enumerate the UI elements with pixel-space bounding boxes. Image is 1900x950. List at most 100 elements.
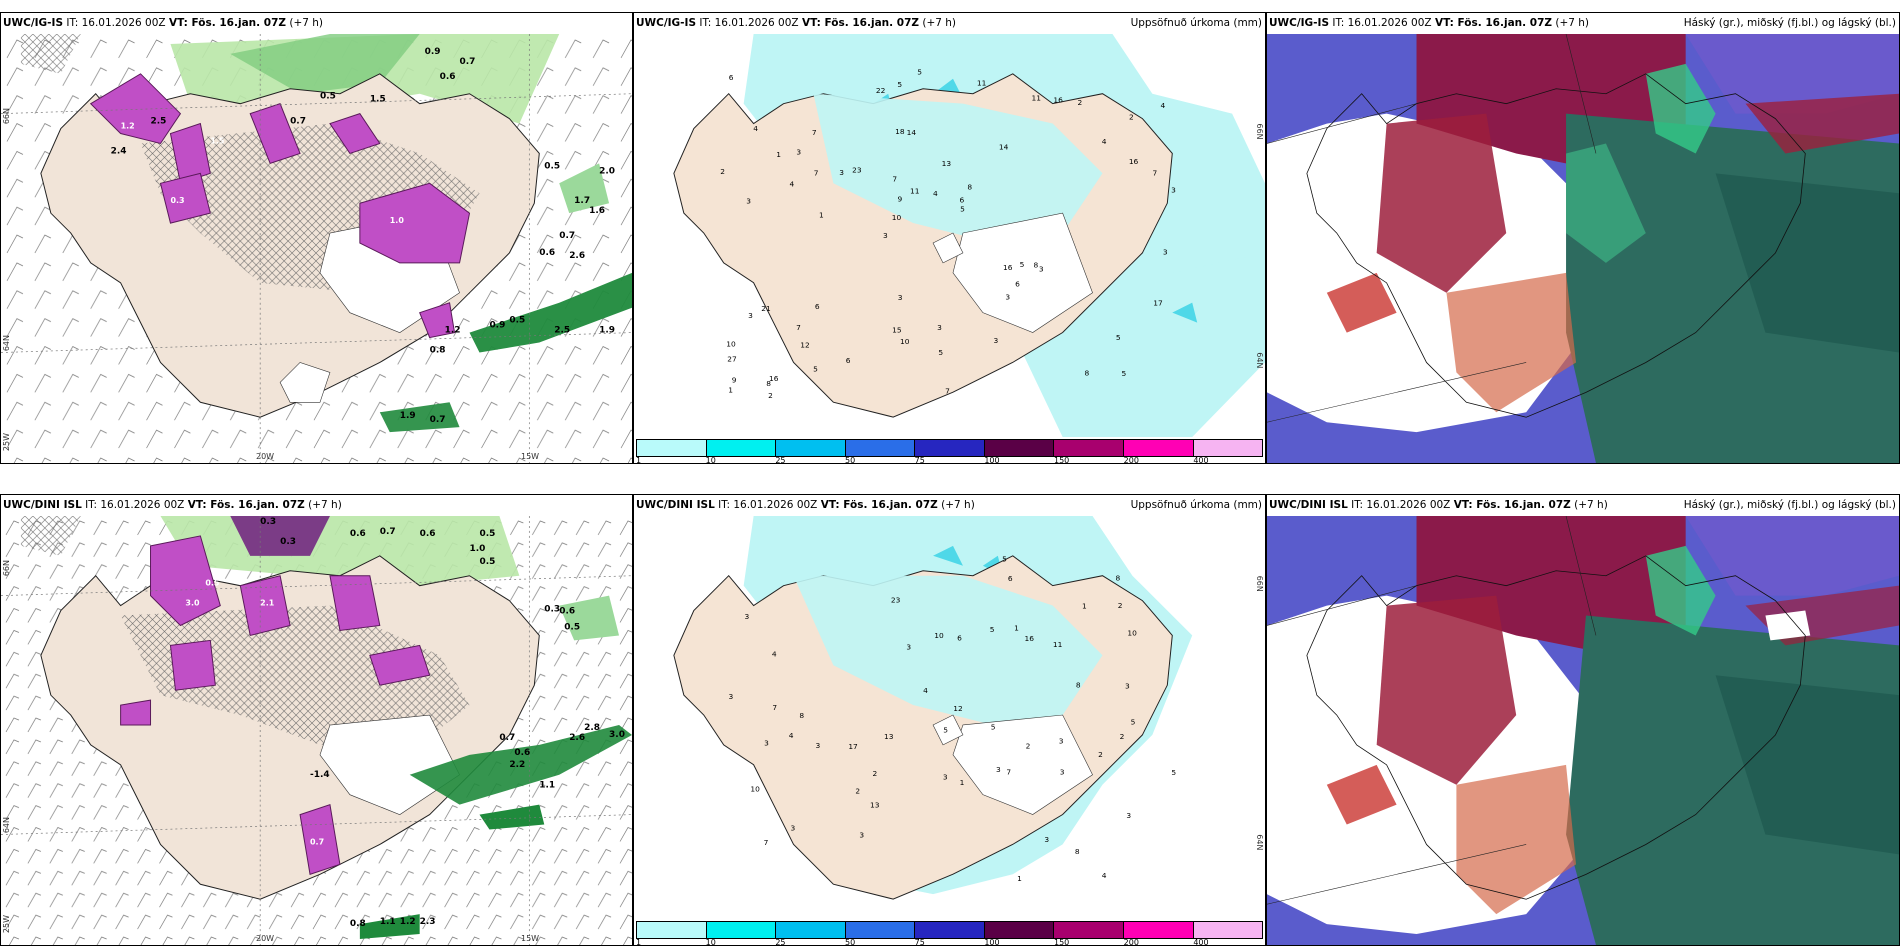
precip-value-label: 5 xyxy=(1121,369,1126,378)
precip-value-label: 4 xyxy=(789,731,794,740)
precip-value-label: 6 xyxy=(1008,574,1013,583)
precip-value-label: 3 xyxy=(1163,248,1168,257)
svg-text:0.7: 0.7 xyxy=(499,733,515,743)
precip-value-label: 17 xyxy=(1153,299,1163,308)
legend-ticks: 1 10 25 50 75 100 150 200 400 xyxy=(636,456,1263,464)
lon-label-15w: 15W xyxy=(521,452,540,461)
lon-label-20w: 20W xyxy=(256,452,275,461)
svg-text:2.3: 2.3 xyxy=(420,917,436,927)
precip-value-label: 18 xyxy=(895,127,905,136)
precip-value-label: 3 xyxy=(943,772,948,781)
precip-value-label: 3 xyxy=(898,293,903,302)
svg-text:2.6: 2.6 xyxy=(569,251,585,261)
precip-value-label: 4 xyxy=(1102,137,1107,146)
precip-value-label: 3 xyxy=(1039,265,1044,274)
precip-value-label: 1 xyxy=(776,150,781,159)
svg-text:0.5: 0.5 xyxy=(320,92,336,102)
precip-value-label: 6 xyxy=(815,302,820,311)
precip-value-label: 3 xyxy=(729,692,734,701)
precip-value-label: 21 xyxy=(761,304,771,313)
precip-value-label: 5 xyxy=(1171,768,1176,777)
panel-top-wind-precip: UWC/IG-IS IT: 16.01.2026 00Z VT: Fös. 16… xyxy=(0,12,633,464)
legend-swatch xyxy=(1054,922,1124,938)
svg-text:0.5: 0.5 xyxy=(544,161,560,171)
cloud-title: Háský (gr.), miðský (fj.bl.) og lágský (… xyxy=(1683,499,1896,511)
precip-value-label: 13 xyxy=(942,159,952,168)
precip-value-label: 7 xyxy=(764,838,769,847)
legend-swatch xyxy=(984,922,1055,938)
svg-text:0.3: 0.3 xyxy=(544,605,560,615)
svg-text:0.5: 0.5 xyxy=(205,579,219,588)
legend-tick: 75 xyxy=(914,456,925,464)
svg-text:1.7: 1.7 xyxy=(574,196,590,206)
svg-text:0.5: 0.5 xyxy=(509,316,525,326)
precip-value-label: 2 xyxy=(720,167,725,176)
precip-value-label: 2 xyxy=(1077,98,1082,107)
precip-value-label: 5 xyxy=(1116,333,1121,342)
precip-value-label: 5 xyxy=(813,364,818,373)
precip-value-label: 3 xyxy=(839,168,844,177)
precip-value-label: 14 xyxy=(907,128,917,137)
svg-text:2.0: 2.0 xyxy=(599,166,615,176)
svg-text:0.7: 0.7 xyxy=(430,415,446,425)
svg-text:1.5: 1.5 xyxy=(210,136,224,145)
precip-value-label: 11 xyxy=(910,187,920,196)
svg-text:0.6: 0.6 xyxy=(559,607,575,617)
lon-label-15w: 15W xyxy=(521,934,540,943)
precip-value-label: 7 xyxy=(772,703,777,712)
precip-value-label: 5 xyxy=(943,726,948,735)
svg-text:0.7: 0.7 xyxy=(380,527,396,537)
precip-value-label: 3 xyxy=(937,323,942,332)
precip-value-label: 8 xyxy=(1084,368,1089,377)
svg-text:1.9: 1.9 xyxy=(599,326,615,336)
precip-value-label: 8 xyxy=(1034,261,1039,270)
lon-label-25w: 25W xyxy=(2,433,11,452)
legend-tick: 400 xyxy=(1193,938,1209,946)
precip-value-label: 7 xyxy=(812,128,817,137)
svg-text:0.3: 0.3 xyxy=(260,517,276,527)
precip-value-label: 2 xyxy=(1118,601,1123,610)
panel-top-clouds: UWC/IG-IS IT: 16.01.2026 00Z VT: Fös. 16… xyxy=(1266,12,1900,464)
precip-value-label: 16 xyxy=(1129,157,1139,166)
precip-value-label: 16 xyxy=(1025,634,1035,643)
precip-value-label: 6 xyxy=(846,356,851,365)
legend-tick: 25 xyxy=(775,938,786,946)
legend-tick: 25 xyxy=(775,456,786,464)
wind-precip-map: 0.9 0.7 0.6 0.5 1.5 0.7 2.4 2.5 0.5 1.7 1.6 2.0 … xyxy=(1,34,632,463)
precip-value-label: 27 xyxy=(727,355,737,364)
precip-value-label: 2 xyxy=(873,769,878,778)
legend-tick: 200 xyxy=(1123,456,1139,464)
legend-ticks: 1 10 25 50 75 100 150 200 400 xyxy=(636,938,1263,946)
svg-text:2.8: 2.8 xyxy=(584,723,600,733)
legend-bar xyxy=(636,439,1263,457)
panel-title: UWC/IG-IS IT: 16.01.2026 00Z VT: Fös. 16… xyxy=(3,17,324,29)
precip-value-label: 4 xyxy=(772,649,777,658)
precip-title: Uppsöfnuð úrkoma (mm) xyxy=(1130,17,1262,29)
svg-text:0.5: 0.5 xyxy=(564,622,580,632)
precip-title: Uppsöfnuð úrkoma (mm) xyxy=(1130,499,1262,511)
lon-label-25w: 25W xyxy=(2,915,11,934)
cloud-title: Háský (gr.), miðský (fj.bl.) og lágský (… xyxy=(1683,17,1896,29)
svg-text:0.6: 0.6 xyxy=(440,72,456,82)
precip-value-label: 5 xyxy=(991,722,996,731)
precip-value-label: 5 xyxy=(917,68,922,77)
precip-value-label: 5 xyxy=(938,348,943,357)
precip-value-label: 1 xyxy=(1017,874,1022,883)
precip-value-label: 5 xyxy=(897,80,902,89)
svg-text:0.5: 0.5 xyxy=(479,557,495,567)
svg-text:3.0: 3.0 xyxy=(609,730,625,740)
precip-value-label: 8 xyxy=(766,379,771,388)
legend-swatch xyxy=(706,922,777,938)
precip-map: 4 4 3 3 3 4 3 17 11 10 16 8 13 23 5 10 3 12 3 7 8 6 8 5 5 7 3 5 4 2 7 3… xyxy=(634,516,1265,919)
svg-text:0.9: 0.9 xyxy=(489,321,505,331)
precip-value-label: 1 xyxy=(1014,624,1019,633)
precip-value-label: 8 xyxy=(799,711,804,720)
precip-value-label: 3 xyxy=(764,739,769,748)
lon-label-20w: 20W xyxy=(256,934,275,943)
legend-tick: 1 xyxy=(636,938,642,946)
precip-value-label: 3 xyxy=(1044,835,1049,844)
legend-swatch xyxy=(1193,922,1263,938)
svg-text:0.7: 0.7 xyxy=(310,837,324,846)
precip-value-label: 3 xyxy=(744,612,749,621)
legend-tick: 150 xyxy=(1054,938,1070,946)
